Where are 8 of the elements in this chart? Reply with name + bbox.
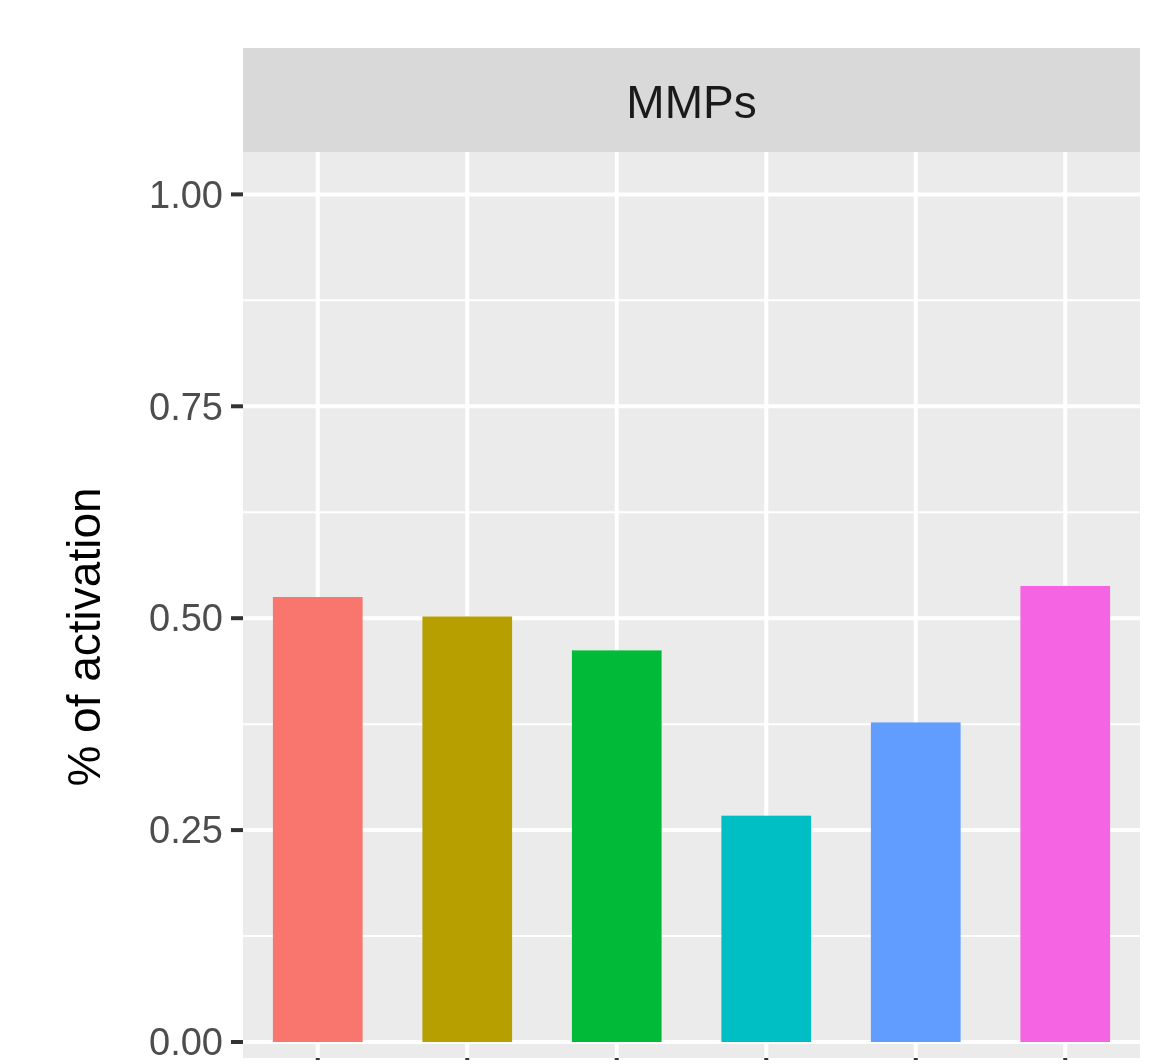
y-tick-label: 0.00 — [149, 1021, 223, 1064]
y-tick-label: 1.00 — [149, 173, 223, 216]
y-tick-label: 0.75 — [149, 385, 223, 428]
y-axis-title: % of activation — [58, 487, 110, 787]
bar — [721, 815, 812, 1042]
chart-title: MMPs — [626, 76, 757, 128]
y-tick-label: 0.50 — [149, 597, 223, 640]
y-tick-label: 0.25 — [149, 809, 223, 852]
